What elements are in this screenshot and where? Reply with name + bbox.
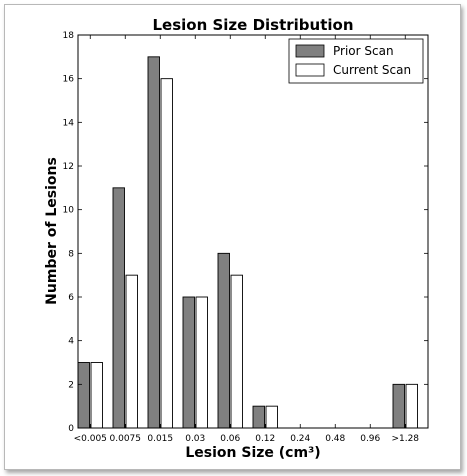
y-tick-label: 2: [68, 380, 74, 390]
bar-current-0-0075: [125, 274, 138, 429]
y-tick-label: 10: [63, 206, 75, 216]
bar-prior-0-12: [252, 405, 265, 429]
bar-prior-0-03: [182, 296, 195, 429]
x-tick-label: 0.12: [255, 434, 275, 444]
x-tick-label: 0.03: [185, 434, 205, 444]
y-tick-label: 16: [63, 75, 75, 85]
x-tick-label: 0.06: [220, 434, 240, 444]
ticks-group: <0.005 0.0075 0.015 0.03 0.06 0.12 0.24 0.48 0.9…: [63, 31, 428, 444]
x-tick-label: 0.48: [325, 434, 345, 444]
y-tick-label: 6: [68, 293, 74, 303]
x-tick-label: <0.005: [74, 434, 107, 444]
bar-current-0-06: [230, 274, 243, 429]
x-tick-label: 0.24: [290, 434, 310, 444]
plot-area-border: [77, 34, 429, 429]
legend-label-prior-scan: Prior Scan: [333, 44, 394, 58]
x-tick-label: 0.015: [147, 434, 173, 444]
chart-title: Lesion Size Distribution: [152, 16, 353, 34]
bar-current-0-015: [160, 78, 173, 429]
x-axis-label: Lesion Size (cm³): [185, 445, 320, 461]
y-tick-label: 8: [68, 249, 74, 259]
x-tick-label: 0.0075: [110, 434, 142, 444]
y-tick-label: 12: [63, 162, 74, 172]
y-tick-label: 0: [68, 424, 74, 434]
y-tick-label: 18: [63, 31, 75, 41]
y-tick-label: 14: [63, 118, 75, 128]
x-tick-label: 0.96: [360, 434, 380, 444]
legend-swatch-prior-scan: [295, 44, 325, 58]
bar-current-1-28: [405, 383, 418, 429]
bar-current-0-12: [265, 405, 278, 429]
bar-prior-0-015: [147, 56, 160, 429]
bars-group: [77, 56, 418, 429]
bar-current-0-005: [90, 362, 103, 429]
legend: Prior Scan Current Scan: [288, 38, 424, 84]
bar-prior-0-0075: [112, 187, 125, 429]
x-tick-label: >1.28: [391, 434, 419, 444]
bar-current-0-03: [195, 296, 208, 429]
bar-prior-0-06: [217, 252, 230, 429]
y-axis-label: Number of Lesions: [44, 157, 60, 305]
bar-prior-0-005: [77, 362, 90, 429]
y-tick-label: 4: [68, 337, 74, 347]
legend-swatch-current-scan: [295, 63, 325, 77]
bar-prior-1-28: [392, 383, 405, 429]
legend-label-current-scan: Current Scan: [333, 63, 411, 77]
